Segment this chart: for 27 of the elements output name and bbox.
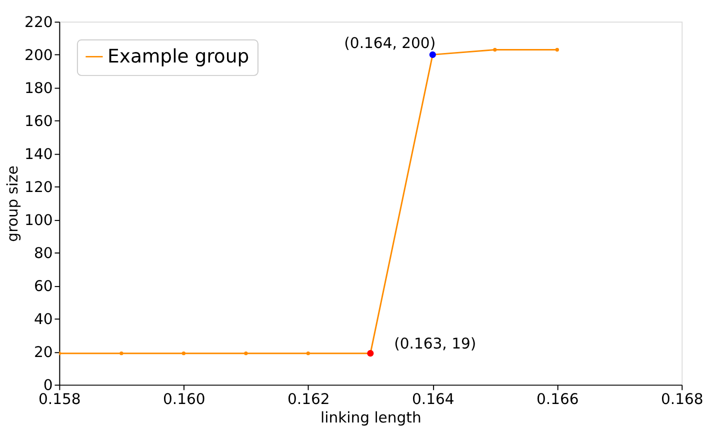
y-tick-label: 120	[24, 179, 53, 196]
y-tick-label: 100	[24, 212, 53, 230]
annotation: (0.164, 200)	[344, 34, 436, 52]
x-tick-label: 0.162	[287, 390, 330, 408]
point	[244, 351, 248, 356]
point	[182, 351, 186, 356]
y-tick-label: 160	[24, 113, 53, 130]
y-tick-label: 140	[24, 146, 53, 164]
point	[306, 351, 310, 356]
y-tick-label: 80	[34, 245, 53, 262]
x-tick-label: 0.160	[163, 390, 206, 408]
point	[555, 48, 559, 52]
x-tick-label: 0.166	[536, 390, 579, 408]
y-tick-label: 20	[34, 344, 53, 362]
y-tick-label: 40	[34, 311, 53, 328]
legend-label: Example group	[108, 46, 250, 68]
point	[493, 48, 497, 52]
y-tick-label: 180	[24, 80, 53, 98]
point	[120, 351, 124, 356]
annotation: (0.163, 19)	[394, 335, 476, 352]
y-tick-label: 60	[34, 278, 53, 296]
y-axis-title: group size	[4, 166, 22, 242]
y-tick-label: 200	[24, 47, 53, 64]
x-tick-label: 0.168	[660, 390, 704, 408]
x-tick-label: 0.164	[412, 390, 454, 408]
y-tick-label: 220	[24, 14, 53, 32]
x-axis-title: linking length	[320, 410, 422, 427]
